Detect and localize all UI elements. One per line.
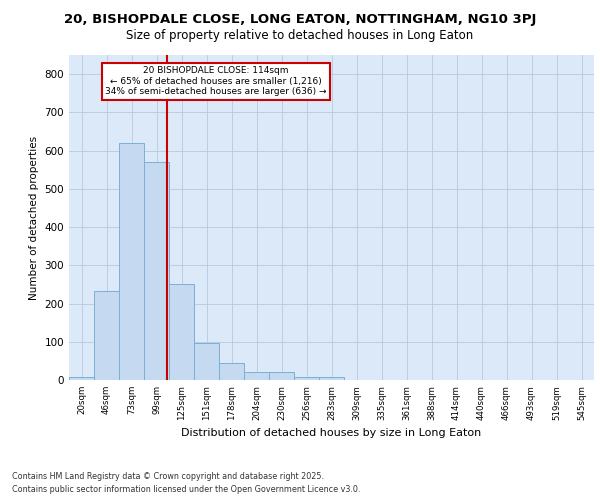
Bar (244, 372, 269, 380)
Text: Size of property relative to detached houses in Long Eaton: Size of property relative to detached ho… (127, 29, 473, 42)
Bar (294, 377, 319, 380)
Bar (69, 377, 94, 380)
Bar (194, 342, 219, 380)
X-axis label: Distribution of detached houses by size in Long Eaton: Distribution of detached houses by size … (181, 428, 482, 438)
Bar (144, 162, 169, 380)
Bar (269, 372, 294, 380)
Text: 20 BISHOPDALE CLOSE: 114sqm
← 65% of detached houses are smaller (1,216)
34% of : 20 BISHOPDALE CLOSE: 114sqm ← 65% of det… (105, 66, 327, 96)
Bar (169, 284, 194, 380)
Bar (219, 363, 244, 380)
Y-axis label: Number of detached properties: Number of detached properties (29, 136, 39, 300)
Text: Contains HM Land Registry data © Crown copyright and database right 2025.: Contains HM Land Registry data © Crown c… (12, 472, 324, 481)
Text: 20, BISHOPDALE CLOSE, LONG EATON, NOTTINGHAM, NG10 3PJ: 20, BISHOPDALE CLOSE, LONG EATON, NOTTIN… (64, 12, 536, 26)
Text: Contains public sector information licensed under the Open Government Licence v3: Contains public sector information licen… (12, 485, 361, 494)
Bar (119, 143, 144, 380)
Bar (319, 377, 344, 380)
Bar (94, 292, 119, 380)
